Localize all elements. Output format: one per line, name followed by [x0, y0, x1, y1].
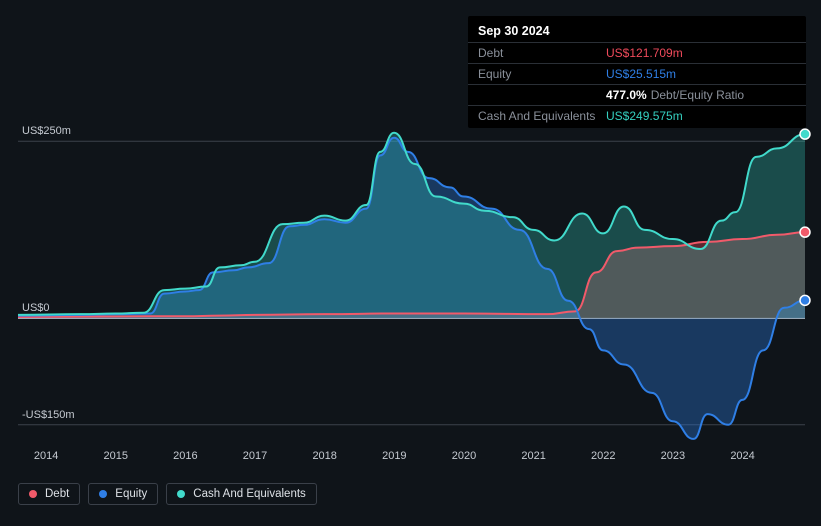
- tooltip-ratio-txt: Debt/Equity Ratio: [651, 88, 744, 102]
- tooltip-value: US$121.709m: [606, 46, 683, 60]
- x-axis-label: 2021: [521, 450, 545, 462]
- x-axis-label: 2019: [382, 450, 406, 462]
- tooltip-ratio-pct: 477.0%: [606, 88, 647, 102]
- legend-dot: [99, 490, 107, 498]
- chart-legend: Debt Equity Cash And Equivalents: [18, 483, 317, 505]
- tooltip-label: Debt: [478, 46, 606, 60]
- tooltip-date: Sep 30 2024: [468, 18, 806, 42]
- legend-label: Equity: [115, 488, 147, 500]
- legend-dot: [29, 490, 37, 498]
- x-axis-label: 2023: [661, 450, 685, 462]
- legend-item-debt[interactable]: Debt: [18, 483, 80, 505]
- chart-tooltip: Sep 30 2024 Debt US$121.709m Equity US$2…: [468, 16, 806, 128]
- tooltip-label: [478, 88, 606, 102]
- y-axis-label: -US$150m: [22, 409, 75, 421]
- y-axis-label: US$250m: [22, 125, 71, 137]
- x-axis-label: 2024: [730, 450, 754, 462]
- tooltip-row-ratio: 477.0% Debt/Equity Ratio: [468, 84, 806, 105]
- tooltip-value: US$25.515m: [606, 67, 676, 81]
- legend-label: Debt: [45, 488, 69, 500]
- tooltip-label: Equity: [478, 67, 606, 81]
- tooltip-row-cash: Cash And Equivalents US$249.575m: [468, 105, 806, 126]
- tooltip-label: Cash And Equivalents: [478, 109, 606, 123]
- legend-item-equity[interactable]: Equity: [88, 483, 158, 505]
- x-axis-label: 2015: [104, 450, 128, 462]
- tooltip-row-debt: Debt US$121.709m: [468, 42, 806, 63]
- y-axis-label: US$0: [22, 302, 50, 314]
- tooltip-row-equity: Equity US$25.515m: [468, 63, 806, 84]
- legend-label: Cash And Equivalents: [193, 488, 306, 500]
- x-axis-label: 2014: [34, 450, 58, 462]
- financial-chart: Sep 30 2024 Debt US$121.709m Equity US$2…: [0, 0, 821, 526]
- legend-dot: [177, 490, 185, 498]
- x-axis-label: 2022: [591, 450, 615, 462]
- x-axis-label: 2020: [452, 450, 476, 462]
- legend-item-cash[interactable]: Cash And Equivalents: [166, 483, 317, 505]
- tooltip-value: US$249.575m: [606, 109, 683, 123]
- x-axis-label: 2018: [312, 450, 336, 462]
- x-axis-label: 2017: [243, 450, 267, 462]
- x-axis-label: 2016: [173, 450, 197, 462]
